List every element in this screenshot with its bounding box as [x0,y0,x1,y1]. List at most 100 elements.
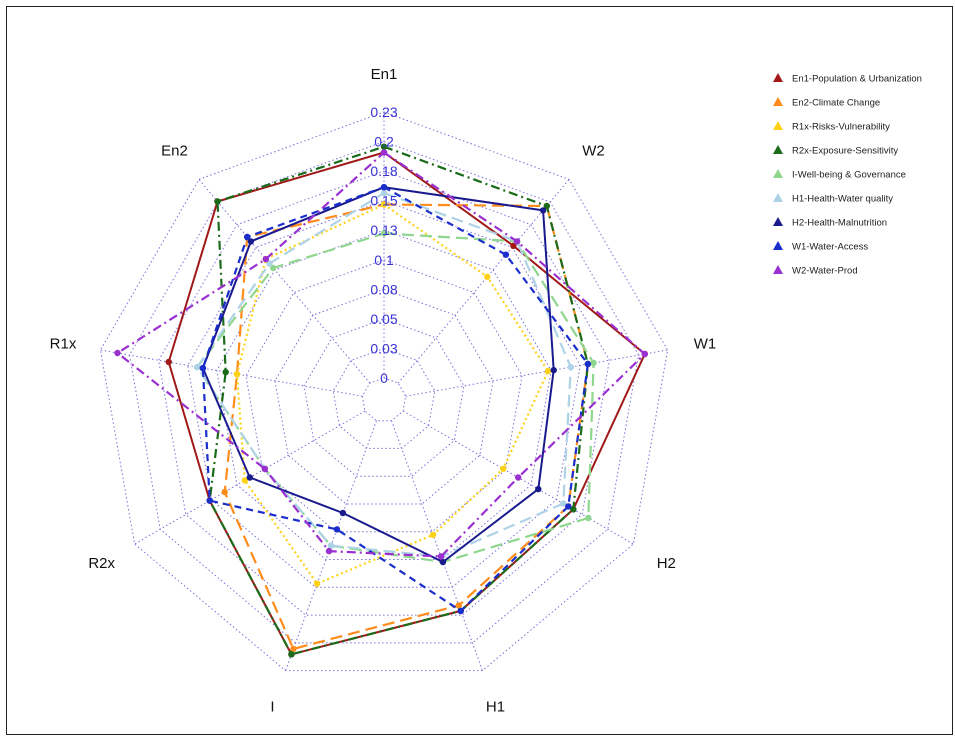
axis-label-En1: En1 [371,66,398,83]
data-point-R2x [221,488,228,496]
data-point-H1 [439,558,447,566]
radar-axis-labels: En1 W2 W1 H2 H1 I R2x R1x En2 [50,66,717,715]
data-point-I [327,542,335,549]
data-point-R1x [165,358,172,366]
axis-label-R2x: R2x [88,555,115,572]
data-point-W2 [502,251,510,258]
data-point-R1x [222,368,229,376]
data-point-R2x [246,474,253,481]
tick-label: 0.1 [374,252,394,268]
data-point-W1 [544,367,552,375]
data-point-I [288,651,295,658]
legend-marker-8 [773,265,783,274]
data-point-En2 [262,255,269,263]
data-point-I [333,526,341,533]
series-line [223,203,590,651]
axis-label-En2: En2 [161,142,188,159]
data-point-R2x [261,465,268,472]
data-point-W1 [567,363,574,371]
legend-marker-3 [773,145,783,154]
series-2 [233,201,552,587]
data-point-I [290,645,297,653]
chart-legend: En1-Population & Urbanization En2-Climate… [773,73,922,277]
tick-label: 0.05 [370,311,397,327]
data-point-En1 [380,230,388,237]
spoke-W2 [397,179,570,384]
tick-label: 0.03 [370,340,397,356]
legend-marker-5 [773,193,783,202]
data-point-H2 [515,474,522,481]
legend-marker-4 [773,169,783,178]
legend-marker-0 [773,73,783,82]
legend-label-0: En1-Population & Urbanization [792,74,922,85]
legend-marker-2 [773,121,783,130]
tick-label: 0.23 [370,104,397,120]
data-point-H2 [585,514,592,522]
data-point-W2 [484,273,491,280]
series-0 [165,149,648,658]
data-point-En1 [380,201,388,208]
grid-ring-5 [216,229,552,560]
series-line [201,186,590,613]
legend-marker-6 [773,217,783,226]
data-point-I [313,580,321,587]
tick-label: 0.15 [370,193,397,209]
data-point-R1x [233,370,241,378]
data-point-En2 [247,238,255,245]
legend-label-8: W2-Water-Prod [792,266,858,277]
data-point-En1 [380,149,388,156]
data-point-W2 [510,242,517,249]
data-point-H2 [535,485,542,493]
grid-ring-8 [128,141,640,644]
grid-ring-3 [274,288,494,505]
legend-label-2: R1x-Risks-Vulnerability [792,122,890,133]
data-point-W1 [584,360,592,368]
axis-label-W1: W1 [694,335,717,352]
data-point-R2x [206,497,213,504]
axis-label-H2: H2 [657,555,676,572]
tick-label: 0.13 [370,222,397,238]
data-point-W1 [550,366,557,374]
grid-ring-0 [361,377,407,422]
data-point-H1 [455,602,462,609]
series-line [201,186,555,563]
legend-marker-7 [773,241,783,250]
data-point-H2 [570,506,577,513]
data-point-En1 [380,189,388,197]
data-point-En2 [244,233,251,241]
data-point-En2 [270,264,277,272]
data-point-En2 [266,260,273,267]
data-point-H2 [565,503,572,510]
spoke-R1x [100,349,363,397]
data-point-En1 [380,184,388,191]
legend-label-7: W1-Water-Access [792,242,868,253]
legend-label-5: H1-Health-Water quality [792,194,893,205]
data-point-W1 [641,350,648,358]
tick-label: 0 [380,370,388,386]
data-point-H1 [437,553,445,560]
data-point-W2 [539,207,547,214]
tick-label: 0.08 [370,281,397,297]
legend-label-4: I-Well-being & Governance [792,170,906,181]
data-point-H2 [500,465,507,472]
legend-marker-1 [773,97,783,106]
legend-label-1: En2-Climate Change [792,98,880,109]
series-line [116,151,646,558]
data-point-R1x [194,363,201,371]
data-point-H1 [429,531,437,538]
spoke-En2 [198,179,371,384]
grid-ring-9 [99,111,669,672]
axis-label-R1x: R1x [50,335,77,352]
spoke-W1 [405,349,668,397]
tick-label: 0.18 [370,163,397,179]
legend-label-3: R2x-Exposure-Sensitivity [792,146,898,157]
data-point-H1 [457,607,464,615]
data-point-I [339,509,347,517]
series-7 [199,184,592,615]
data-point-En1 [380,143,388,150]
axis-label-W2: W2 [582,142,605,159]
series-line [196,191,572,558]
chart-frame [6,6,953,735]
data-point-H2 [560,500,567,507]
